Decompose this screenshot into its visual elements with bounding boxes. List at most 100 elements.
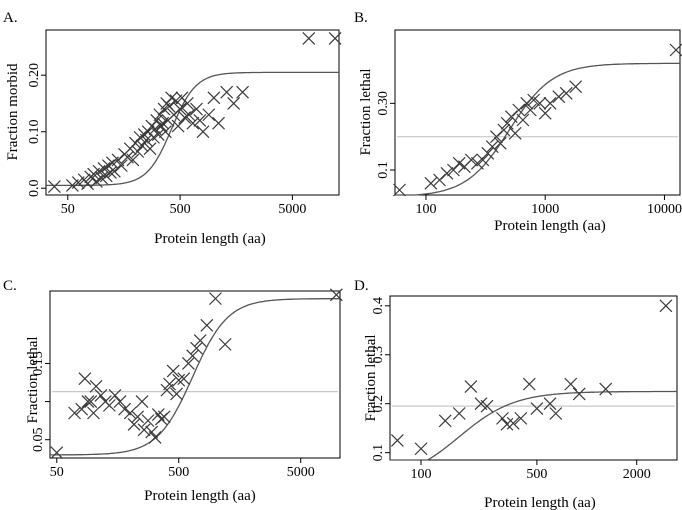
x-axis: 100 500 2000: [411, 460, 651, 482]
data-point: [180, 97, 194, 110]
fit-curve-layer: [46, 71, 339, 187]
x-axis: 50 500 5000: [50, 458, 315, 480]
data-point: [177, 372, 191, 386]
data-point: [212, 116, 225, 130]
data-point: [193, 113, 207, 127]
data-point: [173, 102, 187, 116]
y-tick-label: 0.30: [376, 91, 391, 116]
data-point: [564, 377, 578, 391]
fit-curve-layer: [395, 62, 680, 196]
data-point: [207, 91, 221, 105]
y-axis-label: Fraction lethal: [25, 336, 41, 423]
data-point: [543, 397, 557, 411]
data-point: [572, 387, 586, 401]
data-point: [137, 423, 151, 437]
data-point: [452, 407, 466, 420]
points-layer: [47, 32, 342, 193]
data-point: [102, 398, 116, 412]
y-tick-label: 0.3: [371, 346, 386, 364]
y-axis-label: Fraction lethal: [363, 334, 379, 421]
data-point: [141, 414, 155, 428]
data-point: [329, 288, 343, 302]
data-point: [165, 91, 179, 105]
x-axis: 50 500 5000: [61, 195, 306, 217]
data-point: [414, 442, 428, 456]
y-axis: 0.1 0.30: [376, 91, 395, 179]
data-point: [447, 163, 460, 177]
data-point: [135, 395, 149, 408]
plot-frame: [389, 295, 678, 461]
points-layer: [393, 43, 682, 197]
data-point: [108, 389, 122, 402]
data-point: [512, 103, 526, 117]
x-tick-label: 100: [415, 202, 436, 217]
y-tick-label: 0.1: [371, 444, 386, 462]
data-point: [543, 96, 557, 110]
y-tick-label: 0.20: [27, 63, 42, 88]
data-point: [527, 93, 541, 107]
panel-letter: B.: [354, 10, 368, 26]
data-point: [186, 116, 200, 130]
x-tick-label: 1000: [531, 202, 559, 217]
x-tick-label: 100: [411, 467, 432, 482]
data-point: [549, 407, 563, 420]
fit-curve: [390, 390, 677, 461]
y-axis: 0.0 0.10 0.20: [27, 63, 46, 197]
y-axis-label: Fraction lethal: [358, 68, 374, 155]
data-point: [481, 146, 495, 160]
data-point: [186, 349, 200, 363]
data-point: [440, 166, 454, 180]
data-point: [151, 128, 165, 141]
panel-letter: C.: [3, 278, 17, 294]
data-point: [390, 433, 404, 447]
data-point: [514, 411, 528, 425]
points-layer: [390, 299, 673, 456]
y-tick-label: 0.10: [27, 119, 42, 144]
data-point: [181, 357, 195, 370]
y-tick-label: 0.0: [27, 179, 42, 197]
data-point: [209, 292, 222, 306]
data-point: [493, 136, 507, 150]
x-tick-label: 10000: [647, 202, 682, 217]
x-tick-label: 500: [526, 467, 547, 482]
data-point: [516, 113, 530, 127]
data-point: [170, 387, 183, 401]
data-point: [193, 334, 207, 347]
y-tick-label: 0.2: [371, 395, 386, 413]
panel-b: B. 100 1000 10000 0.1 0.30 Protein length (…: [354, 10, 682, 234]
data-point: [81, 395, 95, 408]
data-point: [464, 153, 478, 167]
data-point: [476, 153, 490, 167]
data-point: [131, 410, 145, 424]
data-point: [153, 108, 167, 122]
data-point: [500, 116, 514, 130]
x-axis: 100 1000 10000: [415, 195, 682, 217]
y-tick-label: 0.1: [376, 161, 391, 179]
x-tick-label: 5000: [287, 465, 315, 480]
data-point: [424, 176, 438, 190]
x-axis-label: Protein length (aa): [494, 218, 606, 234]
data-point: [202, 108, 216, 122]
x-axis-label: Protein length (aa): [484, 495, 596, 510]
data-point: [669, 43, 682, 57]
data-point: [182, 108, 196, 122]
y-tick-label: 0.15: [31, 351, 46, 376]
data-point: [111, 153, 125, 167]
data-point: [114, 159, 128, 173]
panel-c: C. 50 500 5000 0.05 0.15 Protein length (aa…: [3, 278, 343, 504]
fit-curve: [395, 62, 680, 196]
data-point: [172, 373, 186, 387]
data-point: [438, 414, 452, 428]
data-point: [328, 32, 342, 45]
fit-curve-layer: [390, 390, 677, 461]
data-point: [552, 90, 566, 104]
data-point: [133, 130, 147, 144]
x-tick-label: 500: [170, 202, 191, 217]
data-point: [118, 402, 132, 416]
data-point: [530, 402, 544, 416]
data-point: [123, 406, 137, 420]
data-point: [220, 85, 234, 99]
data-point: [485, 140, 499, 154]
data-point: [599, 382, 613, 396]
